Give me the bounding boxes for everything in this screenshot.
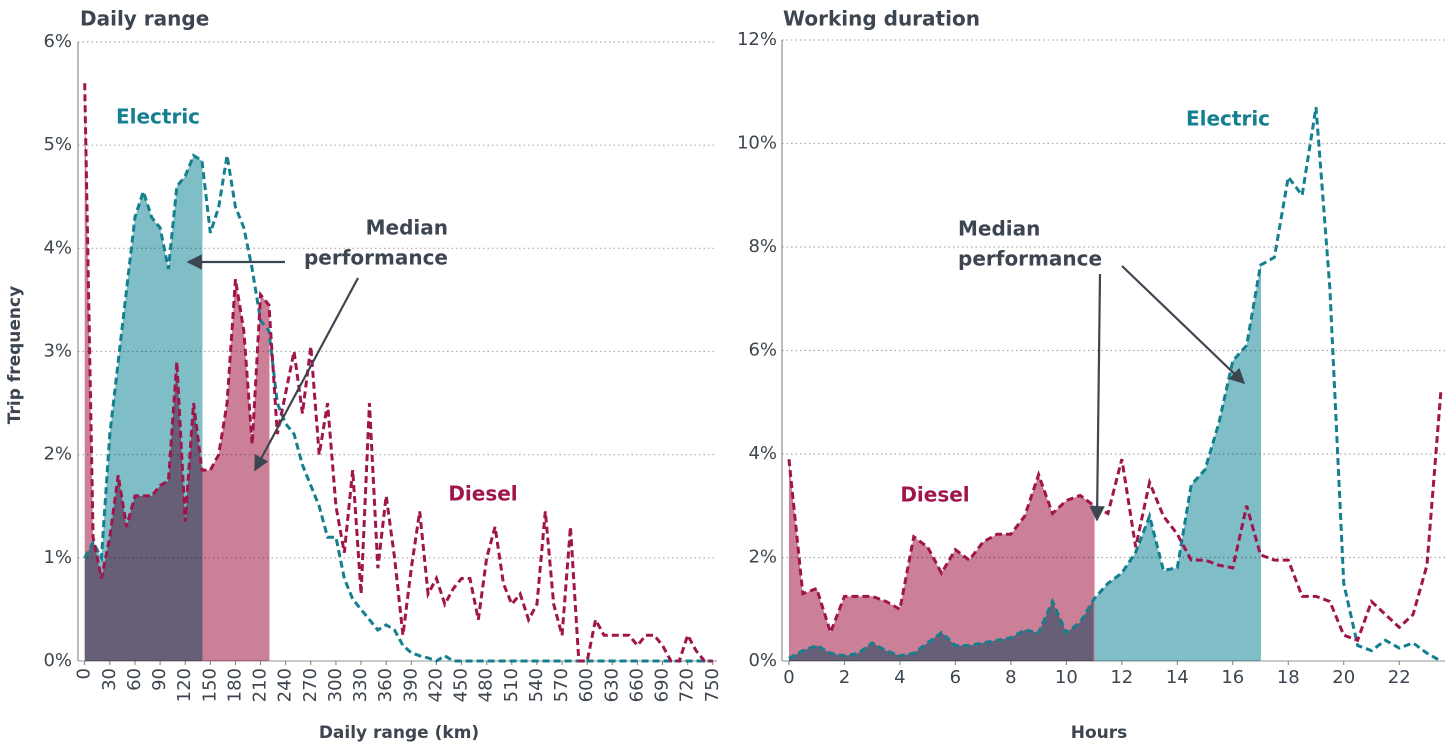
- y-tick-label: 2%: [748, 547, 777, 568]
- x-axis-label: Hours: [1071, 723, 1128, 743]
- x-tick-label: 20: [1332, 667, 1355, 688]
- arrow: [1089, 273, 1105, 522]
- median-area: [788, 265, 1261, 661]
- x-tick-label: 300: [325, 668, 346, 702]
- y-axis-label: Trip frequency: [5, 286, 25, 424]
- x-tick-label: 8: [1005, 667, 1016, 688]
- x-tick-label: 600: [576, 668, 597, 702]
- x-tick-label: 4: [894, 667, 905, 688]
- x-tick-label: 16: [1221, 667, 1244, 688]
- y-tick-label: 2%: [43, 444, 72, 465]
- x-tick-label: 510: [501, 668, 522, 702]
- x-tick-label: 450: [451, 668, 472, 702]
- arrow: [254, 277, 359, 472]
- x-tick-label: 2: [839, 667, 850, 688]
- series-line: [787, 391, 1443, 643]
- y-tick-label: 8%: [748, 236, 777, 257]
- chart-title: Daily range: [80, 7, 209, 31]
- y-tick-label: 4%: [748, 443, 777, 464]
- x-tick-label: 330: [350, 668, 371, 702]
- x-tick-label: 570: [551, 668, 572, 702]
- x-tick-label: 390: [400, 668, 421, 702]
- x-tick-label: 630: [601, 668, 622, 702]
- series-label: Diesel: [448, 482, 517, 506]
- x-tick-label: 150: [199, 668, 220, 702]
- y-tick-label: 3%: [43, 341, 72, 362]
- series-label: Diesel: [900, 483, 969, 507]
- annotation: Median: [958, 217, 1040, 241]
- x-tick-label: 22: [1388, 667, 1411, 688]
- x-tick-label: 210: [250, 668, 271, 702]
- x-tick-label: 60: [124, 668, 145, 691]
- y-tick-label: 0%: [748, 650, 777, 671]
- x-tick-label: 14: [1166, 667, 1189, 688]
- lines: [787, 107, 1443, 663]
- areas: [788, 265, 1262, 661]
- series-line: [788, 107, 1442, 663]
- x-tick-label: 720: [677, 668, 698, 702]
- x-tick-label: 0: [783, 667, 794, 688]
- x-tick-label: 120: [174, 668, 195, 702]
- x-tick-label: 420: [425, 668, 446, 702]
- x-tick-label: 180: [224, 668, 245, 702]
- chart-title: Working duration: [783, 7, 980, 31]
- x-tick-label: 540: [526, 668, 547, 702]
- y-tick-label: 12%: [737, 29, 777, 50]
- y-tick-label: 0%: [43, 650, 72, 671]
- x-tick-label: 360: [375, 668, 396, 702]
- x-tick-label: 90: [149, 668, 170, 691]
- x-tick-label: 12: [1110, 667, 1133, 688]
- median-area: [84, 83, 269, 662]
- y-tick-label: 5%: [43, 134, 72, 155]
- series-line: [83, 83, 713, 663]
- x-tick-label: 0: [74, 668, 95, 679]
- y-tick-label: 6%: [748, 340, 777, 361]
- x-tick-label: 6: [950, 667, 961, 688]
- x-tick-label: 750: [702, 668, 723, 702]
- series-label: Electric: [1186, 107, 1270, 131]
- series-line: [83, 153, 713, 663]
- plots: 0%1%2%3%4%5%6%0 30 60 90 120 150 180 210 240 270 3…: [43, 29, 1445, 702]
- series-label: Electric: [116, 105, 200, 129]
- annotation: Median: [366, 216, 448, 240]
- x-tick-label: 690: [652, 668, 673, 702]
- arrow: [1121, 265, 1246, 385]
- y-tick-label: 1%: [43, 547, 72, 568]
- lines: [83, 83, 713, 663]
- x-tick-label: 10: [1055, 667, 1078, 688]
- annotation: performance: [958, 247, 1102, 271]
- x-tick-label: 30: [99, 668, 120, 691]
- y-tick-label: 10%: [737, 133, 777, 154]
- x-tick-label: 660: [626, 668, 647, 702]
- y-tick-label: 6%: [43, 31, 72, 52]
- median-area: [788, 459, 1095, 661]
- x-tick-label: 240: [275, 668, 296, 702]
- y-tick-label: 4%: [43, 237, 72, 258]
- annotation: performance: [304, 246, 448, 270]
- x-tick-label: 18: [1277, 667, 1300, 688]
- x-tick-label: 480: [476, 668, 497, 702]
- x-axis-label: Daily range (km): [319, 723, 479, 743]
- x-tick-label: 270: [300, 668, 321, 702]
- areas: [84, 83, 270, 662]
